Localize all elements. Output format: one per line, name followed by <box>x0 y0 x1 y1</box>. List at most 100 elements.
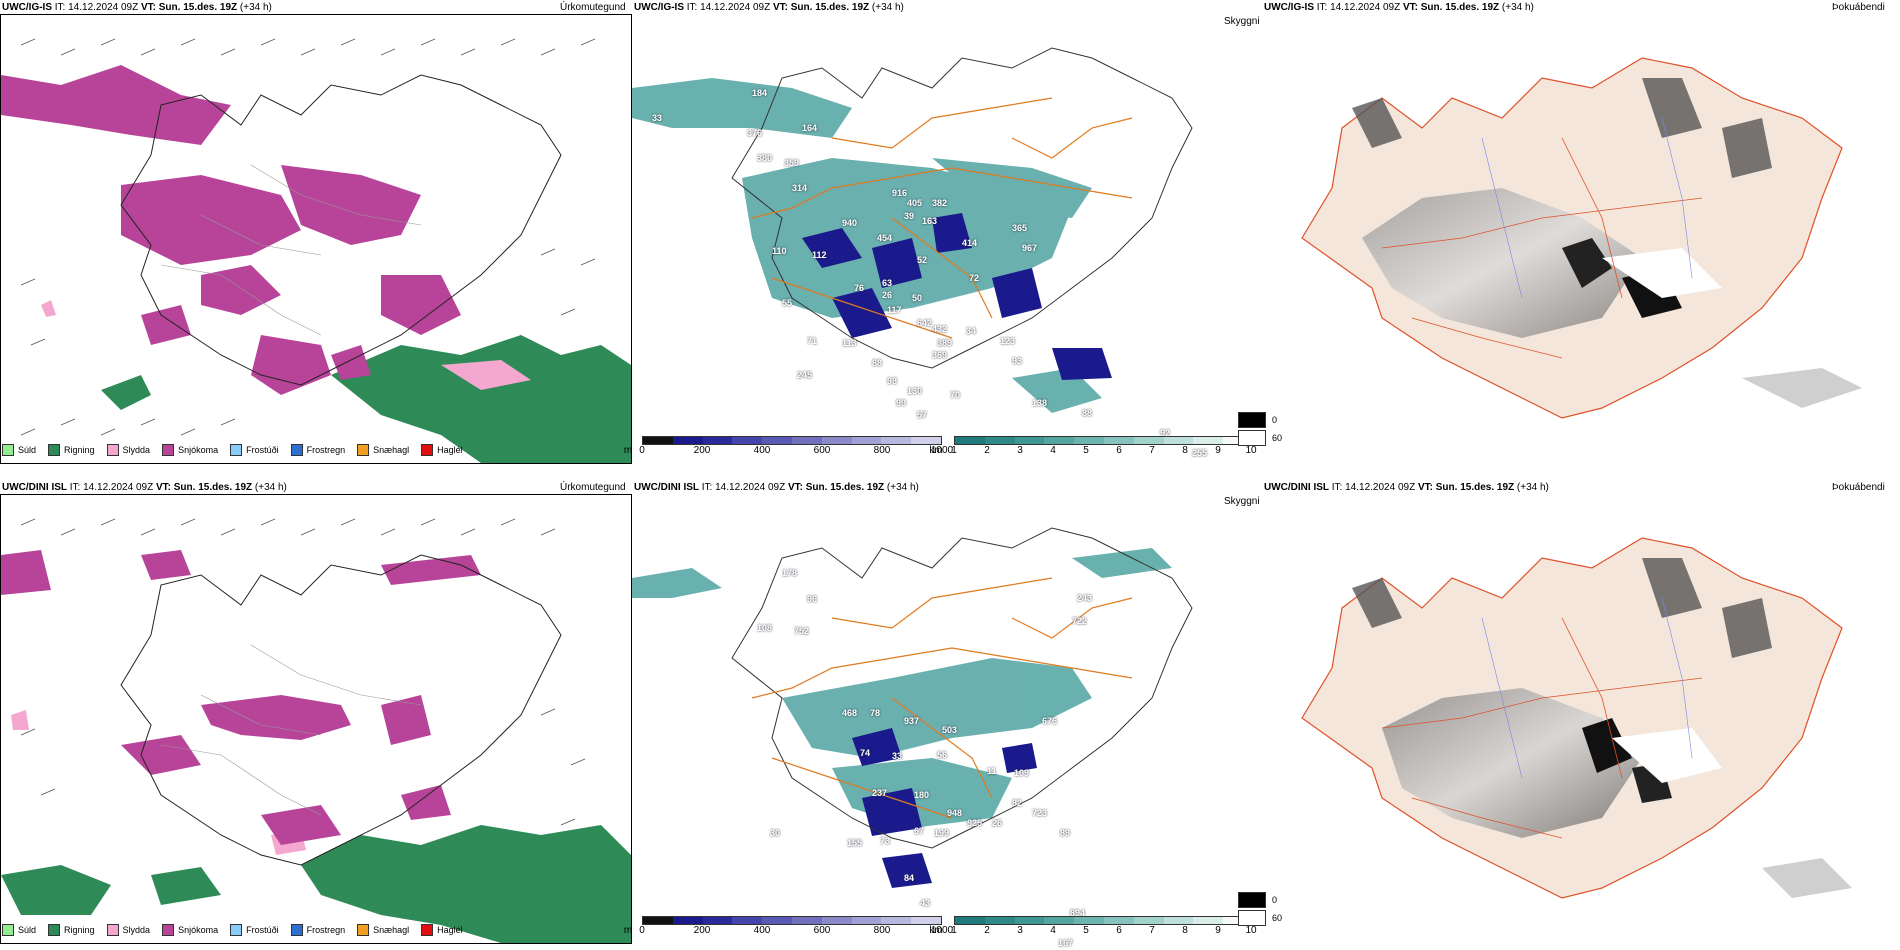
snow-areas <box>1 550 481 845</box>
fog-areas <box>1352 78 1862 408</box>
height-label: 380 <box>757 153 773 163</box>
cloud-map: 178 96 108 752 243 722 468 78 937 503 676 74 33 56 11 1… <box>632 498 1262 948</box>
panel-title: Þokuábendi <box>1832 2 1885 13</box>
height-label: 74 <box>860 748 871 758</box>
precip-type-panel-2: UWC/DINI ISL IT: 14.12.2024 09Z VT: Sun.… <box>0 480 632 950</box>
legend-item: Súld <box>2 444 36 456</box>
height-label: 243 <box>1077 593 1093 603</box>
height-label: 110 <box>772 246 787 256</box>
height-label: 503 <box>942 725 958 735</box>
height-label: 752 <box>794 626 810 636</box>
height-label: 76 <box>854 283 865 293</box>
panel-title: Skyggni <box>1224 16 1260 27</box>
height-label: 88 <box>1082 408 1093 418</box>
height-label: 84 <box>904 873 915 883</box>
height-label: 405 <box>907 198 923 208</box>
height-label: 71 <box>807 336 818 346</box>
legend-item: Rigning <box>48 444 95 456</box>
height-label: 99 <box>896 398 907 408</box>
height-label: 163 <box>922 216 938 226</box>
height-label: 33 <box>652 113 663 123</box>
legend-item: Rigning <box>48 924 95 936</box>
fog-key: 0 60 <box>1238 892 1282 928</box>
roads <box>1381 617 1703 839</box>
height-label: 73 <box>880 836 891 846</box>
height-label: 96 <box>807 594 818 604</box>
legend-item: Snæhagl <box>357 444 409 456</box>
height-label: 26 <box>882 290 893 300</box>
precip-map <box>0 14 632 464</box>
fog-key: 0 60 <box>1238 412 1282 448</box>
height-label: 55 <box>782 298 793 308</box>
height-label: 50 <box>912 293 923 303</box>
roads <box>751 97 1133 339</box>
height-label: 642 <box>917 318 933 328</box>
height-label: 11 <box>987 766 997 776</box>
legend-item: Snjókoma <box>162 444 218 456</box>
roads <box>1381 137 1703 359</box>
legend-item: Slydda <box>106 924 150 936</box>
height-label: 123 <box>1000 336 1016 346</box>
panel-title: Úrkomutegund <box>560 482 626 493</box>
panel-title: Skyggni <box>1224 496 1260 507</box>
height-label: 70 <box>950 390 961 400</box>
height-label: 468 <box>842 708 858 718</box>
height-label: 138 <box>1032 398 1048 408</box>
height-label: 967 <box>1022 243 1038 253</box>
height-label: 34 <box>966 326 977 336</box>
panel-header: UWC/DINI ISL IT: 14.12.2024 09Z VT: Sun.… <box>2 482 287 493</box>
height-label: 948 <box>947 808 963 818</box>
cloud-panel-2: UWC/DINI ISL IT: 14.12.2024 09Z VT: Sun.… <box>624 480 1262 950</box>
fog-panel-2: UWC/DINI ISL IT: 14.12.2024 09Z VT: Sun.… <box>1238 480 1900 950</box>
cloud-map: 184 376 164 380 359 314 916 405 382 39 163 940 365 45… <box>632 18 1262 458</box>
panel-header: UWC/DINI ISL IT: 14.12.2024 09Z VT: Sun.… <box>634 482 919 493</box>
height-label: 722 <box>1072 616 1088 626</box>
height-label: 93 <box>1012 356 1023 366</box>
height-label: 56 <box>937 750 948 760</box>
height-label: 52 <box>917 255 928 265</box>
height-label: 43 <box>920 898 931 908</box>
height-label: 237 <box>872 788 888 798</box>
legend-item: Haglél <box>421 444 463 456</box>
height-label: 389 <box>937 338 953 348</box>
panel-header: UWC/IG-IS IT: 14.12.2024 09Z VT: Sun. 15… <box>2 2 272 13</box>
rivers <box>1481 597 1693 779</box>
visibility-colorbar: km 1 2 3 4 5 6 7 8 9 10 <box>929 916 1257 937</box>
coastline <box>120 74 562 386</box>
panel-header: UWC/DINI ISL IT: 14.12.2024 09Z VT: Sun.… <box>1264 482 1549 493</box>
legend-item: Frostregn <box>290 444 345 456</box>
precip-legend: Súld Rigning Slydda Snjókoma Frostúði Fr… <box>2 444 463 456</box>
coastline <box>731 527 1193 849</box>
height-label: 89 <box>1060 828 1071 838</box>
height-label: 82 <box>1012 798 1023 808</box>
height-label: 365 <box>1012 223 1028 233</box>
height-label: 98 <box>887 376 898 386</box>
legend-item: Frostregn <box>290 924 345 936</box>
height-label: 937 <box>904 716 920 726</box>
height-label: 916 <box>892 188 908 198</box>
height-label: 108 <box>757 623 773 633</box>
height-label: 117 <box>887 305 902 315</box>
fog-panel-1: UWC/IG-IS IT: 14.12.2024 09Z VT: Sun. 15… <box>1238 0 1900 470</box>
height-label: 414 <box>962 238 978 248</box>
height-label: 112 <box>812 250 827 260</box>
height-label: 184 <box>752 88 768 98</box>
height-label: 30 <box>770 828 781 838</box>
height-label: 72 <box>969 273 980 283</box>
visibility-areas <box>632 78 1102 413</box>
height-label: 376 <box>747 128 763 138</box>
height-label: 67 <box>914 826 925 836</box>
height-label: 78 <box>870 708 881 718</box>
legend-item: Frostúði <box>230 924 279 936</box>
low-cloud-areas <box>852 728 1037 888</box>
height-label: 155 <box>847 838 863 848</box>
height-label: 180 <box>914 790 930 800</box>
precip-legend: Súld Rigning Slydda Snjókoma Frostúði Fr… <box>2 924 463 936</box>
height-label: 723 <box>1032 808 1048 818</box>
height-label: 39 <box>904 211 915 221</box>
height-label: 88 <box>872 358 883 368</box>
height-label: 92 <box>1160 428 1171 438</box>
height-label: 199 <box>934 828 950 838</box>
height-label: 130 <box>907 386 923 396</box>
height-label: 33 <box>892 751 903 761</box>
